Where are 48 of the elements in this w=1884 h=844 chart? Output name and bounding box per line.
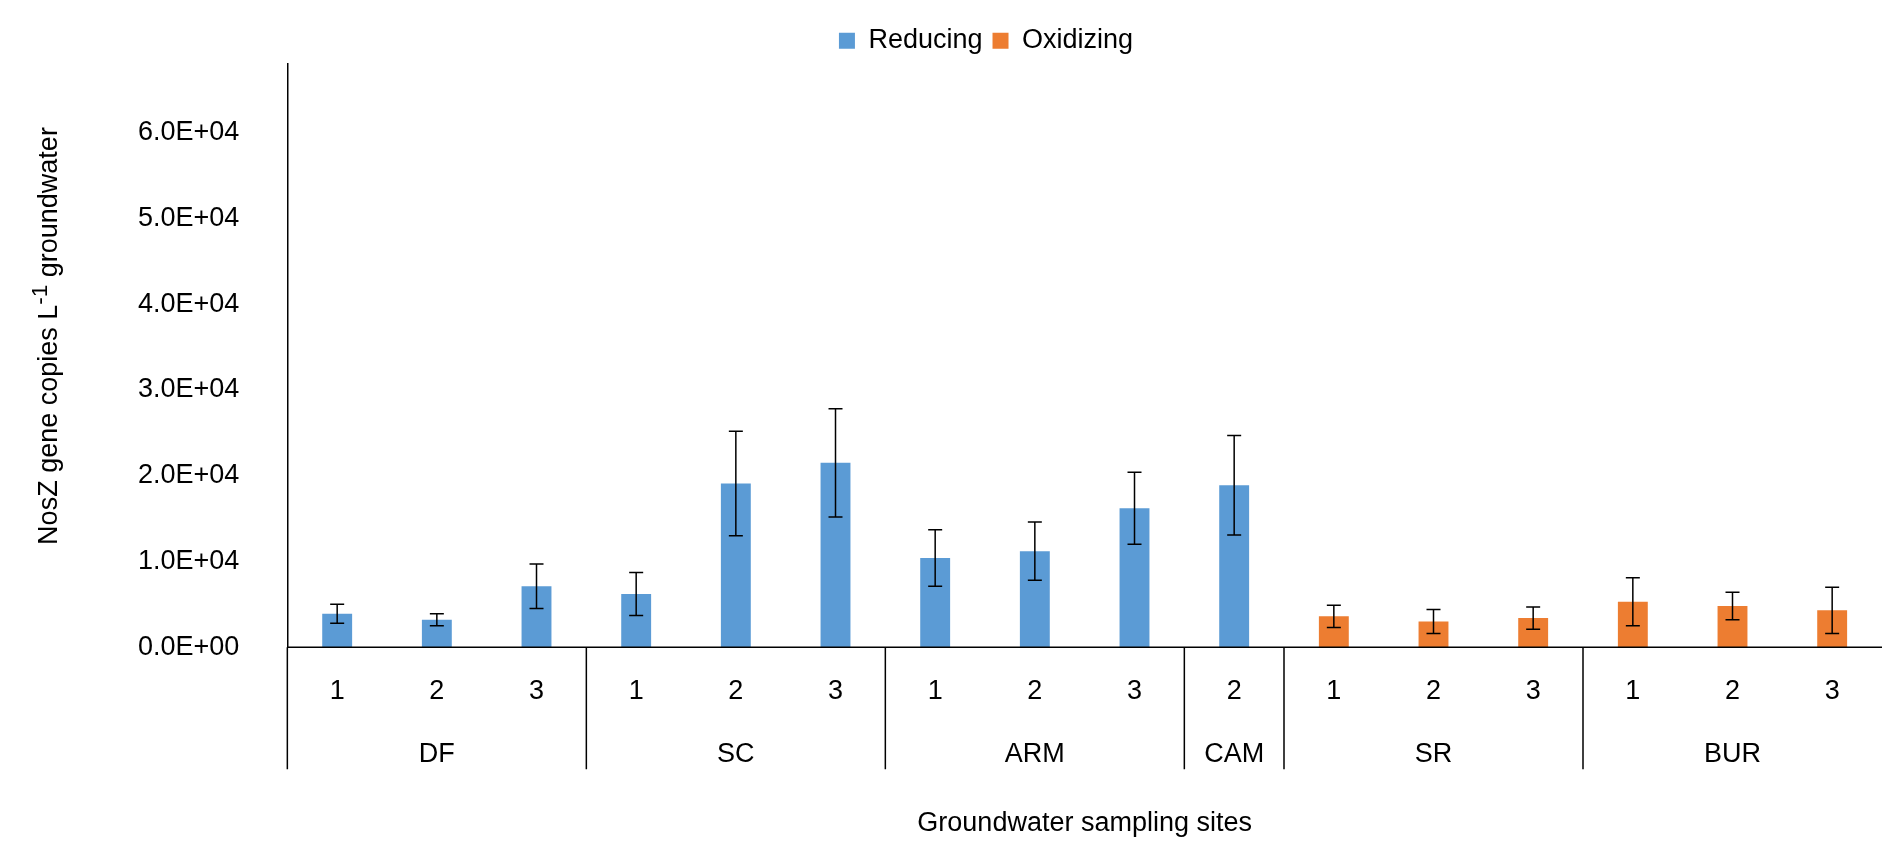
bar	[1418, 621, 1449, 648]
y-tick-label: 5.0E+04	[138, 201, 240, 232]
bar	[1817, 610, 1848, 648]
x-tick-label: 2	[728, 674, 744, 705]
bar	[720, 483, 751, 648]
x-tick-label: 2	[1027, 674, 1043, 705]
text: SR	[1414, 737, 1453, 768]
x-tick-label: 1	[1625, 674, 1641, 705]
x-tick-label: 1	[628, 674, 644, 705]
x-tick-label: 1	[927, 674, 943, 705]
bar	[820, 462, 851, 648]
text: ARM	[1004, 737, 1065, 768]
x-tick-label: 2	[1425, 674, 1442, 705]
x-tick-label: 2	[429, 674, 445, 705]
text: SC	[717, 737, 755, 768]
y-tick-label: 1.0E+04	[138, 544, 240, 575]
x-tick-label: 1	[329, 674, 345, 705]
text: DF	[418, 737, 455, 768]
legend-label: Reducing	[868, 24, 983, 55]
x-tick-label: 3	[1824, 674, 1840, 705]
y-tick-label: 0.0E+00	[138, 630, 240, 661]
x-tick-label: 2	[1226, 674, 1242, 705]
bar	[322, 613, 353, 648]
y-tick-label: 2.0E+04	[138, 459, 240, 490]
bar	[1119, 508, 1150, 648]
x-tick-label: 2	[1724, 674, 1741, 705]
y-tick-label: 4.0E+04	[138, 287, 240, 318]
bar	[1219, 485, 1250, 648]
bar	[1717, 606, 1748, 648]
y-tick-label: 3.0E+04	[138, 373, 240, 404]
bar	[1617, 601, 1648, 648]
bar	[1318, 616, 1349, 648]
x-tick-label: 3	[1126, 674, 1143, 705]
x-tick-label: 3	[1525, 674, 1541, 705]
x-axis-title: Groundwater sampling sites	[917, 807, 1252, 838]
bar	[521, 586, 552, 648]
text: CAM	[1204, 737, 1265, 768]
bar	[1518, 618, 1549, 648]
bar	[421, 619, 452, 648]
bar	[621, 594, 652, 648]
x-tick-label: 3	[528, 674, 545, 705]
legend-label: Oxidizing	[1022, 24, 1134, 55]
y-tick-label: 6.0E+04	[138, 116, 240, 147]
x-tick-label: 1	[1326, 674, 1342, 705]
text: BUR	[1703, 737, 1762, 768]
bar	[920, 558, 951, 648]
bar	[1019, 551, 1050, 648]
x-tick-label: 3	[827, 674, 844, 705]
